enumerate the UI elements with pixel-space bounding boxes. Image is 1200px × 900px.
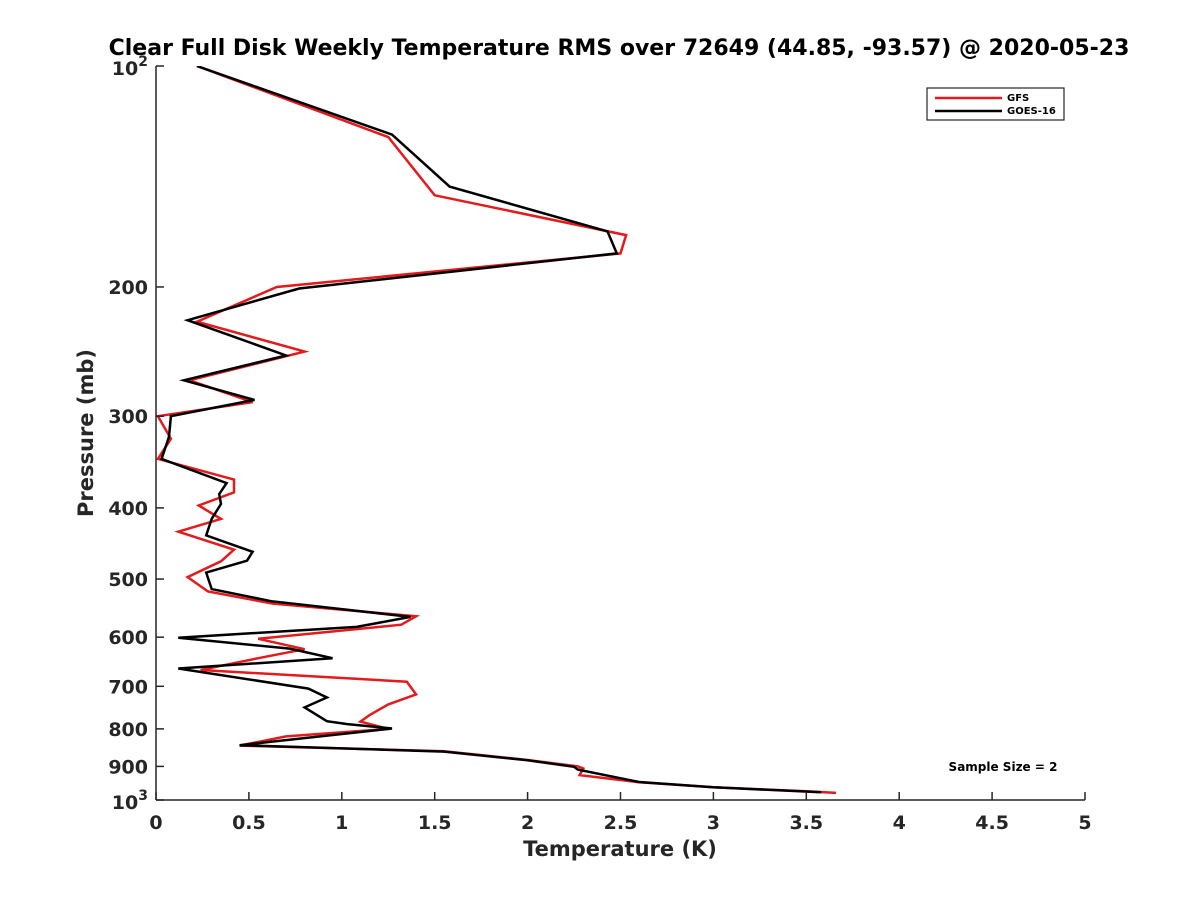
sample-size-annotation: Sample Size = 2 xyxy=(949,760,1058,774)
x-axis-label: Temperature (K) xyxy=(523,837,717,861)
y-tick-label: 200 xyxy=(108,277,148,299)
y-tick-label: 700 xyxy=(108,676,148,698)
y-tick-label: 600 xyxy=(108,627,148,649)
legend-label-goes16: GOES-16 xyxy=(1007,106,1056,117)
y-tick-label: 103 xyxy=(112,788,148,814)
y-axis-ticks: 102 200 300 400 500 600 700 800 900 103 xyxy=(108,54,164,814)
x-tick-label: 0 xyxy=(149,812,162,834)
x-tick-label: 1.5 xyxy=(418,812,452,834)
y-tick-label: 300 xyxy=(108,406,148,428)
x-axis-ticks: 0 0.5 1 1.5 2 2.5 3 3.5 4 4.5 5 xyxy=(149,792,1092,834)
y-tick-label: 400 xyxy=(108,498,148,520)
x-tick-label: 5 xyxy=(1078,812,1091,834)
x-tick-label: 0.5 xyxy=(232,812,266,834)
chart-title: Clear Full Disk Weekly Temperature RMS o… xyxy=(109,36,1130,61)
x-tick-label: 1 xyxy=(335,812,348,834)
x-tick-label: 3 xyxy=(707,812,720,834)
y-tick-label: 900 xyxy=(108,756,148,778)
x-tick-label: 4 xyxy=(893,812,906,834)
series-layer xyxy=(156,66,837,795)
x-tick-label: 4.5 xyxy=(975,812,1009,834)
y-tick-label: 102 xyxy=(112,54,148,80)
x-tick-label: 2 xyxy=(521,812,534,834)
legend-label-gfs: GFS xyxy=(1007,93,1029,104)
legend: GFS GOES-16 xyxy=(926,87,1065,121)
y-axis-label: Pressure (mb) xyxy=(74,349,98,517)
x-tick-label: 2.5 xyxy=(604,812,638,834)
legend-box xyxy=(926,87,1065,121)
x-tick-label: 3.5 xyxy=(789,812,823,834)
y-tick-label: 500 xyxy=(108,569,148,591)
y-tick-label: 800 xyxy=(108,719,148,741)
series-line-gfs xyxy=(156,66,837,795)
series-line-goes-16 xyxy=(160,66,822,794)
